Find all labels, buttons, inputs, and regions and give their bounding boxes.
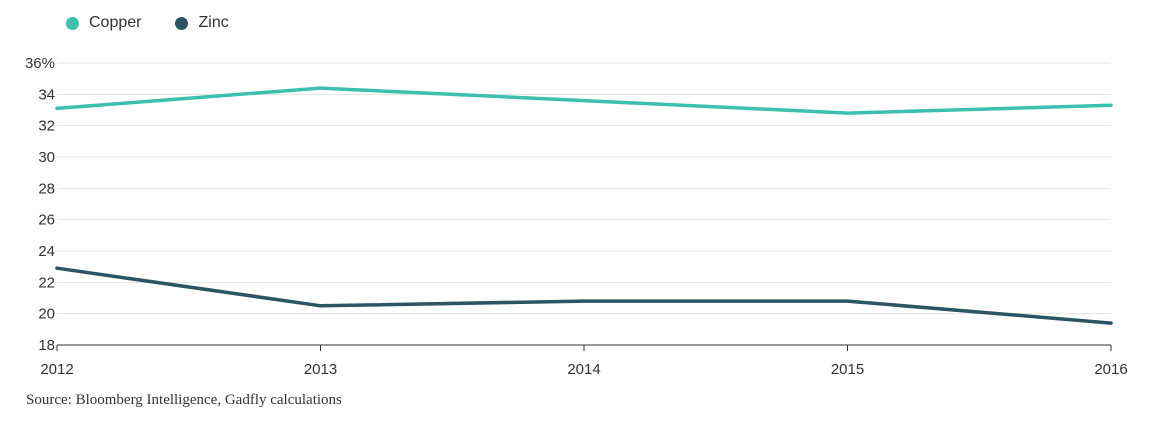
y-tick-label: 34 [38,86,55,103]
legend-dot-copper [66,16,79,30]
legend-label-copper: Copper [89,14,142,31]
y-tick-label: 30 [38,149,55,166]
y-tick-label: 24 [38,243,55,260]
x-tick-label: 2015 [831,361,864,378]
x-tick-label: 2013 [304,361,337,378]
y-tick-label: 36% [25,55,55,72]
legend-item-zinc: Zinc [175,14,229,32]
y-tick-label: 26 [38,212,55,229]
series-line-zinc [55,266,1113,325]
legend-item-copper: Copper [66,14,141,32]
y-tick-label: 18 [38,337,55,354]
y-tick-label: 32 [38,118,55,135]
x-tick-label: 2016 [1094,361,1127,378]
chart-legend: Copper Zinc [66,14,229,32]
y-tick-label: 28 [38,180,55,197]
x-tick-label: 2012 [40,361,73,378]
y-tick-label: 20 [38,306,55,323]
source-note: Source: Bloomberg Intelligence, Gadfly c… [26,392,342,408]
legend-dot-zinc [175,16,189,30]
y-tick-label: 22 [38,274,55,291]
legend-label-zinc: Zinc [198,14,229,31]
x-tick-label: 2014 [567,361,600,378]
series-line-copper [55,86,1113,115]
